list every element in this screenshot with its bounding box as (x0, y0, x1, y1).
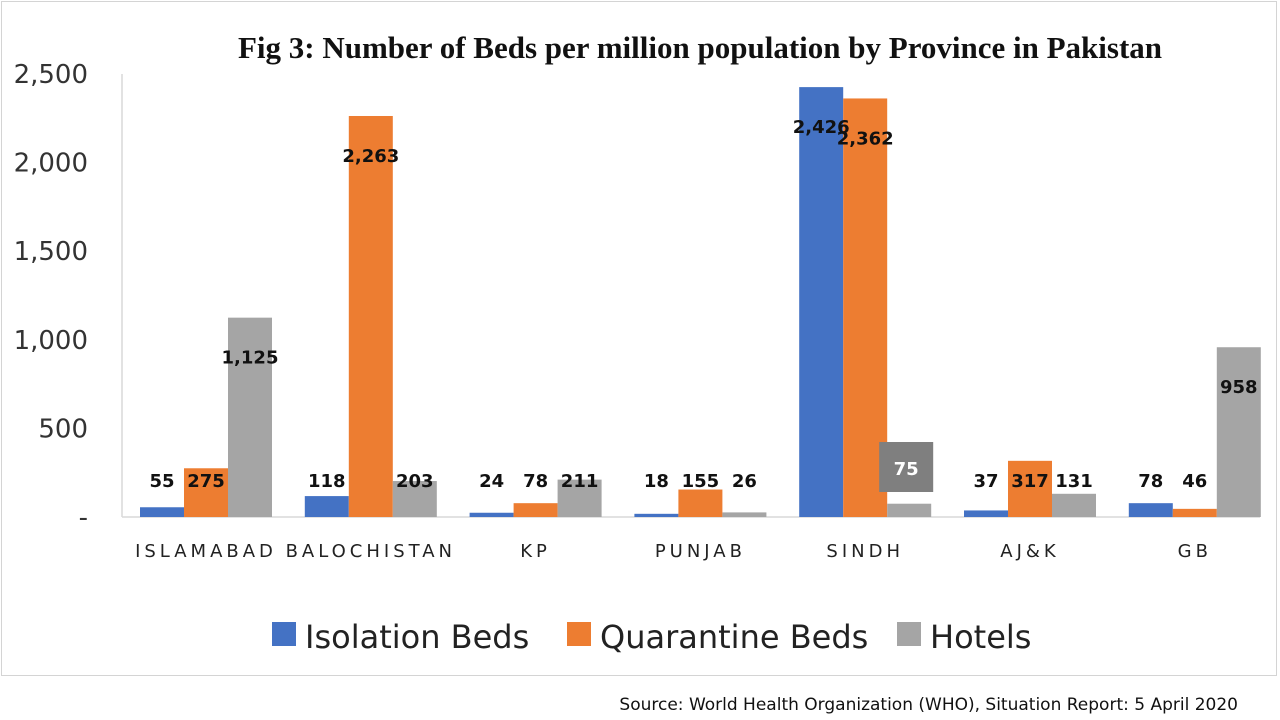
y-tick-label: 500 (38, 414, 88, 444)
bar (722, 512, 767, 517)
category-label: PUNJAB (655, 541, 746, 562)
source-note: Source: World Health Organization (WHO),… (619, 695, 1238, 715)
bar (1008, 460, 1052, 517)
y-tick-label: 1,500 (14, 237, 88, 267)
data-label: 18 (644, 471, 669, 492)
legend: Isolation Beds Quarantine Beds Hotels (272, 618, 1031, 656)
category-label: AJ&K (1000, 541, 1059, 562)
bar (140, 507, 184, 517)
legend-label: Quarantine Beds (600, 618, 868, 656)
chart-title: Fig 3: Number of Beds per million popula… (238, 30, 1162, 65)
legend-swatch (897, 622, 921, 646)
category-label: ISLAMABAD (135, 541, 277, 562)
category-label: SINDH (826, 541, 904, 562)
bar (304, 496, 349, 517)
data-label: 78 (1138, 471, 1163, 492)
data-label: 1,125 (222, 348, 279, 369)
data-label: 2,426 (793, 117, 850, 138)
data-label: 958 (1220, 377, 1258, 398)
data-label: 75 (894, 459, 919, 480)
bar (557, 479, 602, 517)
data-label: 118 (308, 471, 346, 492)
bars-layer (140, 87, 1261, 518)
bar (1052, 493, 1096, 517)
legend-label: Isolation Beds (305, 618, 529, 656)
chart-frame (1, 1, 1277, 676)
bar (1128, 503, 1173, 517)
data-label: 37 (973, 471, 998, 492)
data-label: 317 (1011, 471, 1049, 492)
bar (392, 481, 437, 517)
data-label: 55 (149, 471, 174, 492)
data-label-box (879, 442, 934, 492)
data-label: 155 (682, 471, 720, 492)
data-label: 131 (1055, 471, 1093, 492)
bar (1216, 347, 1261, 517)
data-label: 211 (561, 471, 599, 492)
y-tick-label: 2,000 (14, 149, 88, 179)
data-label: 203 (396, 471, 434, 492)
data-label: 2,263 (342, 146, 399, 167)
bar (184, 468, 228, 517)
bar (678, 489, 723, 517)
bar (513, 503, 558, 517)
y-tick-label: 1,000 (14, 326, 88, 356)
data-label: 46 (1182, 471, 1207, 492)
data-label: 24 (479, 471, 504, 492)
category-label: GB (1178, 541, 1212, 562)
legend-swatch (567, 622, 591, 646)
data-label: 275 (187, 471, 225, 492)
bar (887, 503, 932, 517)
data-label: 26 (732, 471, 757, 492)
category-label: KP (520, 541, 551, 562)
data-labels-layer: 55 118 24 18 2,426 37 78 275 2,263 78 155 2,362 317 4… (149, 117, 1258, 492)
bar (799, 87, 844, 518)
data-label: 2,362 (837, 128, 894, 149)
category-label: BALOCHISTAN (286, 541, 456, 562)
bar (228, 317, 272, 517)
data-label: 78 (523, 471, 548, 492)
bar (348, 115, 393, 517)
bar (1172, 508, 1217, 517)
axis-layer: - 500 1,000 1,500 2,000 2,500 ISLAMABAD BALOCHI… (14, 60, 1260, 562)
legend-swatch (272, 622, 296, 646)
bar (964, 510, 1008, 517)
legend-label: Hotels (930, 618, 1031, 656)
y-tick-label: 2,500 (14, 60, 88, 90)
y-tick-label: - (79, 503, 88, 533)
bar (469, 512, 514, 517)
bar (634, 513, 679, 517)
